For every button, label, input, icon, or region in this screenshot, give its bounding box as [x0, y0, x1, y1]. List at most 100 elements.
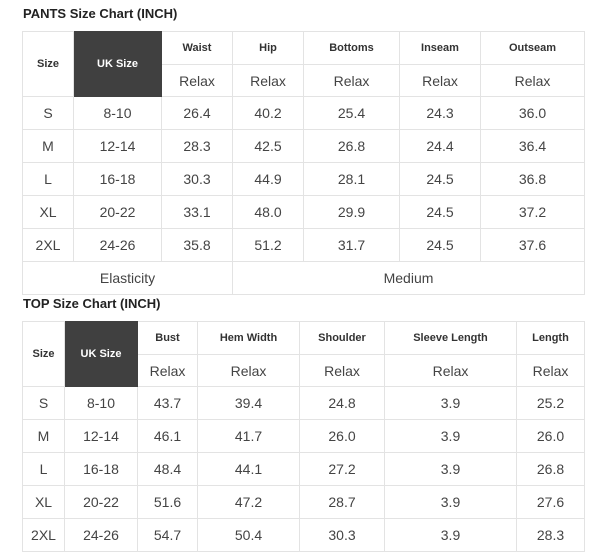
table-cell: 3.9: [384, 485, 517, 519]
top-size-table: Size UK Size Bust Hem Width Shoulder Sleeve L…: [22, 321, 585, 552]
table-cell: 3.9: [384, 386, 517, 420]
table-cell: 24-26: [64, 518, 138, 552]
top-chart-title: TOP Size Chart (INCH): [23, 296, 161, 311]
table-row: S 8-10 26.4 40.2 25.4 24.3 36.0: [22, 96, 585, 130]
table-cell: 35.8: [161, 228, 233, 262]
table-cell: M: [22, 419, 65, 453]
table-row: S 8-10 43.7 39.4 24.8 3.9 25.2: [22, 386, 585, 420]
table-cell: 26.0: [516, 419, 585, 453]
table-cell: 48.4: [137, 452, 198, 486]
table-cell: 3.9: [384, 419, 517, 453]
table-cell: 24.3: [399, 96, 481, 130]
table-cell: 25.4: [303, 96, 400, 130]
table-row: L 16-18 30.3 44.9 28.1 24.5 36.8: [22, 162, 585, 196]
measure-header: Length: [516, 321, 585, 355]
table-cell: 37.2: [480, 195, 585, 229]
measure-header: Hip: [232, 31, 304, 65]
uk-size-header: UK Size: [64, 321, 138, 387]
table-row: XL 20-22 51.6 47.2 28.7 3.9 27.6: [22, 485, 585, 519]
table-cell: 24.5: [399, 162, 481, 196]
pants-size-table: Size UK Size Waist Hip Bottoms Inseam Outseam R…: [22, 31, 585, 295]
measure-header: Waist: [161, 31, 233, 65]
elasticity-value: Medium: [232, 261, 585, 295]
measure-header: Bust: [137, 321, 198, 355]
measure-header: Shoulder: [299, 321, 385, 355]
size-header: Size: [22, 31, 74, 97]
table-cell: 12-14: [64, 419, 138, 453]
table-row: 2XL 24-26 54.7 50.4 30.3 3.9 28.3: [22, 518, 585, 552]
table-cell: 24-26: [73, 228, 162, 262]
relax-subheader: Relax: [197, 354, 300, 387]
table-cell: M: [22, 129, 74, 163]
table-cell: 30.3: [299, 518, 385, 552]
table-cell: XL: [22, 195, 74, 229]
table-cell: 26.8: [303, 129, 400, 163]
table-cell: 51.2: [232, 228, 304, 262]
table-cell: 26.0: [299, 419, 385, 453]
size-header: Size: [22, 321, 65, 387]
measure-header: Outseam: [480, 31, 585, 65]
relax-subheader: Relax: [299, 354, 385, 387]
table-cell: 27.2: [299, 452, 385, 486]
table-cell: XL: [22, 485, 65, 519]
table-cell: 25.2: [516, 386, 585, 420]
table-cell: 40.2: [232, 96, 304, 130]
table-cell: 24.4: [399, 129, 481, 163]
elasticity-label: Elasticity: [22, 261, 233, 295]
table-cell: 12-14: [73, 129, 162, 163]
uk-size-header: UK Size: [73, 31, 162, 97]
relax-subheader: Relax: [384, 354, 517, 387]
table-cell: 28.3: [161, 129, 233, 163]
table-cell: L: [22, 162, 74, 196]
table-cell: 31.7: [303, 228, 400, 262]
table-row: M 12-14 28.3 42.5 26.8 24.4 36.4: [22, 129, 585, 163]
relax-subheader: Relax: [480, 64, 585, 97]
table-cell: 51.6: [137, 485, 198, 519]
table-cell: 37.6: [480, 228, 585, 262]
table-row: 2XL 24-26 35.8 51.2 31.7 24.5 37.6: [22, 228, 585, 262]
relax-subheader: Relax: [516, 354, 585, 387]
table-cell: 30.3: [161, 162, 233, 196]
table-cell: 24.5: [399, 195, 481, 229]
table-cell: S: [22, 386, 65, 420]
relax-subheader: Relax: [303, 64, 400, 97]
relax-subheader: Relax: [399, 64, 481, 97]
table-cell: 41.7: [197, 419, 300, 453]
table-cell: 28.7: [299, 485, 385, 519]
table-cell: 50.4: [197, 518, 300, 552]
table-cell: 33.1: [161, 195, 233, 229]
measure-header: Hem Width: [197, 321, 300, 355]
table-cell: 48.0: [232, 195, 304, 229]
table-cell: 8-10: [73, 96, 162, 130]
table-cell: 26.4: [161, 96, 233, 130]
measure-header: Inseam: [399, 31, 481, 65]
table-cell: 29.9: [303, 195, 400, 229]
pants-chart-title: PANTS Size Chart (INCH): [23, 6, 178, 21]
table-cell: 26.8: [516, 452, 585, 486]
table-cell: 36.0: [480, 96, 585, 130]
table-cell: 20-22: [73, 195, 162, 229]
table-cell: 44.9: [232, 162, 304, 196]
table-cell: 8-10: [64, 386, 138, 420]
table-cell: 2XL: [22, 228, 74, 262]
table-cell: 28.3: [516, 518, 585, 552]
table-cell: 24.8: [299, 386, 385, 420]
table-row: XL 20-22 33.1 48.0 29.9 24.5 37.2: [22, 195, 585, 229]
measure-header: Sleeve Length: [384, 321, 517, 355]
table-cell: 46.1: [137, 419, 198, 453]
table-cell: 54.7: [137, 518, 198, 552]
table-cell: 24.5: [399, 228, 481, 262]
table-cell: 47.2: [197, 485, 300, 519]
table-cell: 44.1: [197, 452, 300, 486]
table-cell: 27.6: [516, 485, 585, 519]
table-cell: S: [22, 96, 74, 130]
relax-subheader: Relax: [137, 354, 198, 387]
table-cell: 20-22: [64, 485, 138, 519]
table-cell: 36.4: [480, 129, 585, 163]
relax-subheader: Relax: [161, 64, 233, 97]
table-row: L 16-18 48.4 44.1 27.2 3.9 26.8: [22, 452, 585, 486]
table-cell: 3.9: [384, 452, 517, 486]
table-cell: 36.8: [480, 162, 585, 196]
relax-subheader: Relax: [232, 64, 304, 97]
table-row: M 12-14 46.1 41.7 26.0 3.9 26.0: [22, 419, 585, 453]
